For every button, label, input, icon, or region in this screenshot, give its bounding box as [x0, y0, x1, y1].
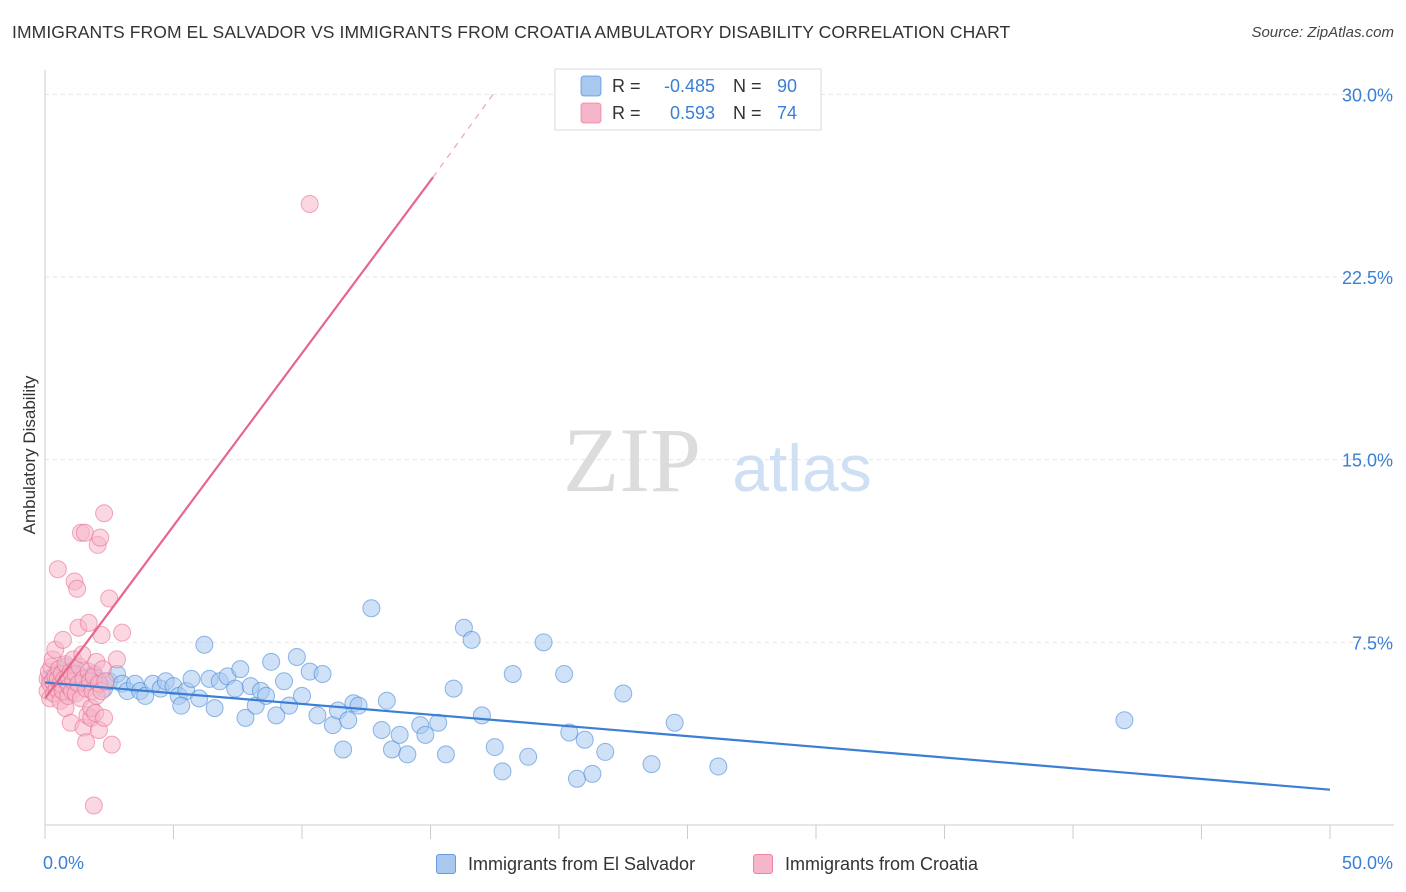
point-el-salvador [472, 706, 491, 725]
trend-line-croatia-extension [432, 91, 496, 178]
trend-line-croatia [44, 176, 434, 700]
legend-swatch-blue [436, 854, 456, 874]
point-el-salvador [275, 672, 294, 691]
point-croatia [107, 650, 126, 669]
stats-r-label-blue: R = [612, 76, 641, 96]
point-croatia [95, 708, 114, 727]
source-label: Source: ZipAtlas.com [1251, 24, 1394, 41]
legend-label-croatia: Immigrants from Croatia [785, 853, 979, 874]
point-el-salvador [665, 713, 684, 732]
point-el-salvador [172, 696, 191, 715]
point-croatia [102, 735, 121, 754]
watermark: ZIP atlas [563, 409, 872, 511]
point-el-salvador [293, 686, 311, 705]
point-el-salvador [372, 721, 391, 740]
point-el-salvador [182, 669, 201, 688]
point-el-salvador [190, 689, 209, 708]
point-croatia [68, 579, 87, 598]
point-el-salvador [280, 696, 299, 715]
point-el-salvador [429, 713, 448, 732]
watermark-zip: ZIP [563, 409, 701, 511]
stats-n-label-blue: N = [733, 76, 762, 96]
y-tick-label: 7.5% [1352, 633, 1393, 653]
stats-n-value-blue: 90 [777, 76, 797, 96]
trend-line-el-salvador [44, 681, 1331, 791]
trend-layer [44, 91, 1331, 791]
point-el-salvador [390, 725, 409, 744]
point-el-salvador [377, 691, 396, 710]
point-el-salvador [519, 747, 538, 766]
x-tick-label-start: 0.0% [43, 853, 84, 873]
point-el-salvador [575, 730, 594, 749]
point-croatia [95, 504, 114, 523]
point-el-salvador [436, 745, 455, 764]
point-el-salvador [642, 755, 661, 774]
point-croatia [53, 630, 72, 649]
point-el-salvador [709, 757, 728, 776]
point-el-salvador [267, 706, 286, 725]
point-el-salvador [1115, 711, 1134, 730]
y-axis-label: Ambulatory Disability [20, 375, 39, 534]
point-el-salvador [334, 740, 353, 759]
y-tick-label: 22.5% [1342, 268, 1393, 288]
stats-n-label-pink: N = [733, 103, 762, 123]
stats-r-value-blue: -0.485 [664, 76, 715, 96]
chart-title: IMMIGRANTS FROM EL SALVADOR VS IMMIGRANT… [12, 22, 1011, 42]
point-el-salvador [308, 706, 327, 725]
stats-swatch-blue [580, 75, 602, 97]
point-el-salvador [493, 762, 512, 781]
point-el-salvador [567, 769, 586, 788]
point-el-salvador [485, 738, 504, 757]
point-croatia [48, 560, 67, 579]
point-el-salvador [195, 635, 214, 654]
stats-r-label-pink: R = [612, 103, 641, 123]
stats-n-value-pink: 74 [777, 103, 797, 123]
point-el-salvador [236, 708, 255, 727]
y-tick-label: 15.0% [1342, 451, 1393, 471]
grid-layer [45, 93, 1394, 643]
point-el-salvador [596, 742, 615, 761]
point-el-salvador [231, 660, 250, 679]
legend-item-el-salvador[interactable]: Immigrants from El Salvador [436, 851, 695, 877]
point-croatia [113, 623, 132, 642]
stats-r-value-pink: 0.593 [670, 103, 715, 123]
point-croatia [79, 613, 98, 632]
point-el-salvador [339, 711, 358, 730]
point-el-salvador [583, 764, 602, 783]
point-croatia [73, 645, 92, 664]
point-el-salvador [462, 630, 481, 649]
point-el-salvador [226, 679, 245, 698]
labels-layer: 7.5% 15.0% 22.5% 30.0% 0.0% 50.0% Ambulatory D… [20, 85, 1393, 873]
point-el-salvador [349, 696, 368, 715]
point-el-salvador [503, 665, 522, 683]
point-el-salvador [555, 665, 574, 683]
stats-swatch-pink [580, 102, 602, 124]
point-el-salvador [416, 725, 435, 744]
point-el-salvador [398, 745, 417, 764]
point-el-salvador [444, 679, 463, 698]
point-el-salvador [614, 684, 633, 703]
point-croatia [91, 528, 110, 547]
point-el-salvador [362, 599, 381, 618]
x-tick-label-end: 50.0% [1342, 853, 1393, 873]
point-el-salvador [313, 665, 332, 683]
watermark-atlas: atlas [732, 431, 871, 505]
point-croatia [84, 796, 103, 815]
legend-label-el-salvador: Immigrants from El Salvador [468, 853, 696, 874]
point-el-salvador [534, 633, 553, 652]
point-el-salvador [205, 699, 224, 718]
point-croatia [96, 672, 115, 691]
stats-legend-box: R = -0.485 N = 90 R = 0.593 N = 74 [554, 68, 822, 131]
point-croatia [75, 523, 94, 542]
y-tick-label: 30.0% [1342, 85, 1393, 105]
point-el-salvador [262, 652, 281, 671]
point-croatia [300, 194, 319, 213]
legend-item-croatia[interactable]: Immigrants from Croatia [753, 851, 978, 877]
point-el-salvador [560, 723, 579, 742]
legend-swatch-pink [753, 854, 773, 874]
point-croatia [100, 589, 119, 608]
point-el-salvador [287, 647, 306, 666]
point-croatia [77, 733, 96, 752]
